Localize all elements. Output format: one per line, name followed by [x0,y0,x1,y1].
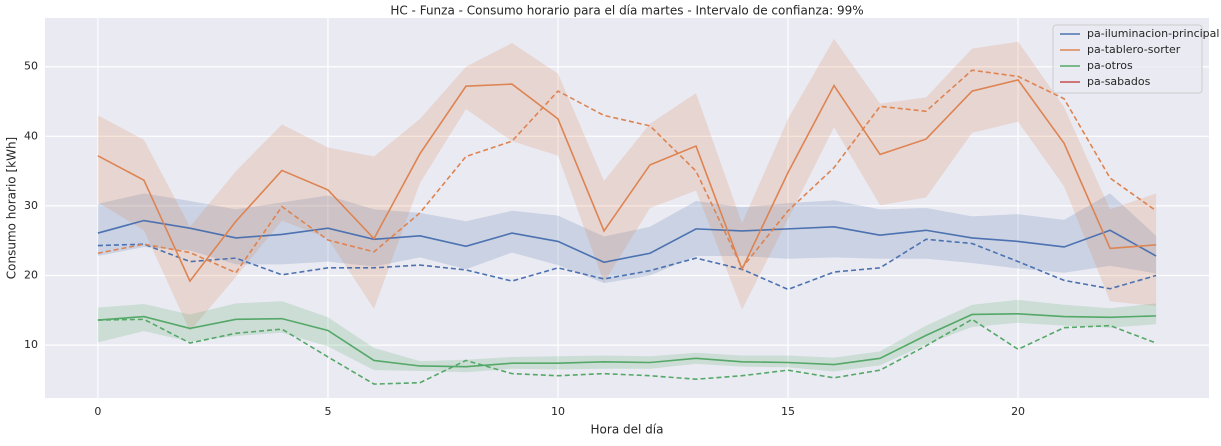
confidence-band [97,193,1157,284]
x-tick-label: 15 [781,405,795,418]
y-tick-label: 40 [24,129,38,142]
x-tick-label: 5 [324,405,331,418]
line [97,219,1157,264]
y-axis-label: Consumo horario [kWh] [5,137,19,279]
comparison-line [97,238,1157,291]
legend-label: pa-otros [1087,59,1133,72]
chart-title: HC - Funza - Consumo horario para el día… [390,4,863,18]
confidence-band [97,38,1157,332]
legend-label: pa-sabados [1087,75,1151,88]
x-tick-label: 10 [551,405,565,418]
comparison-line [97,69,1157,274]
legend-label: pa-tablero-sorter [1087,43,1181,56]
y-tick-label: 50 [24,60,38,73]
y-tick-label: 20 [24,269,38,282]
x-tick-label: 0 [94,405,101,418]
y-tick-label: 10 [24,338,38,351]
confidence-band [97,299,1157,373]
y-tick-label: 30 [24,199,38,212]
x-tick-label: 20 [1011,405,1025,418]
x-axis-label: Hora del día [591,423,664,437]
line [97,79,1157,283]
line [97,312,1157,368]
legend-label: pa-iluminacion-principal [1087,27,1219,40]
legend-box [1052,24,1203,94]
